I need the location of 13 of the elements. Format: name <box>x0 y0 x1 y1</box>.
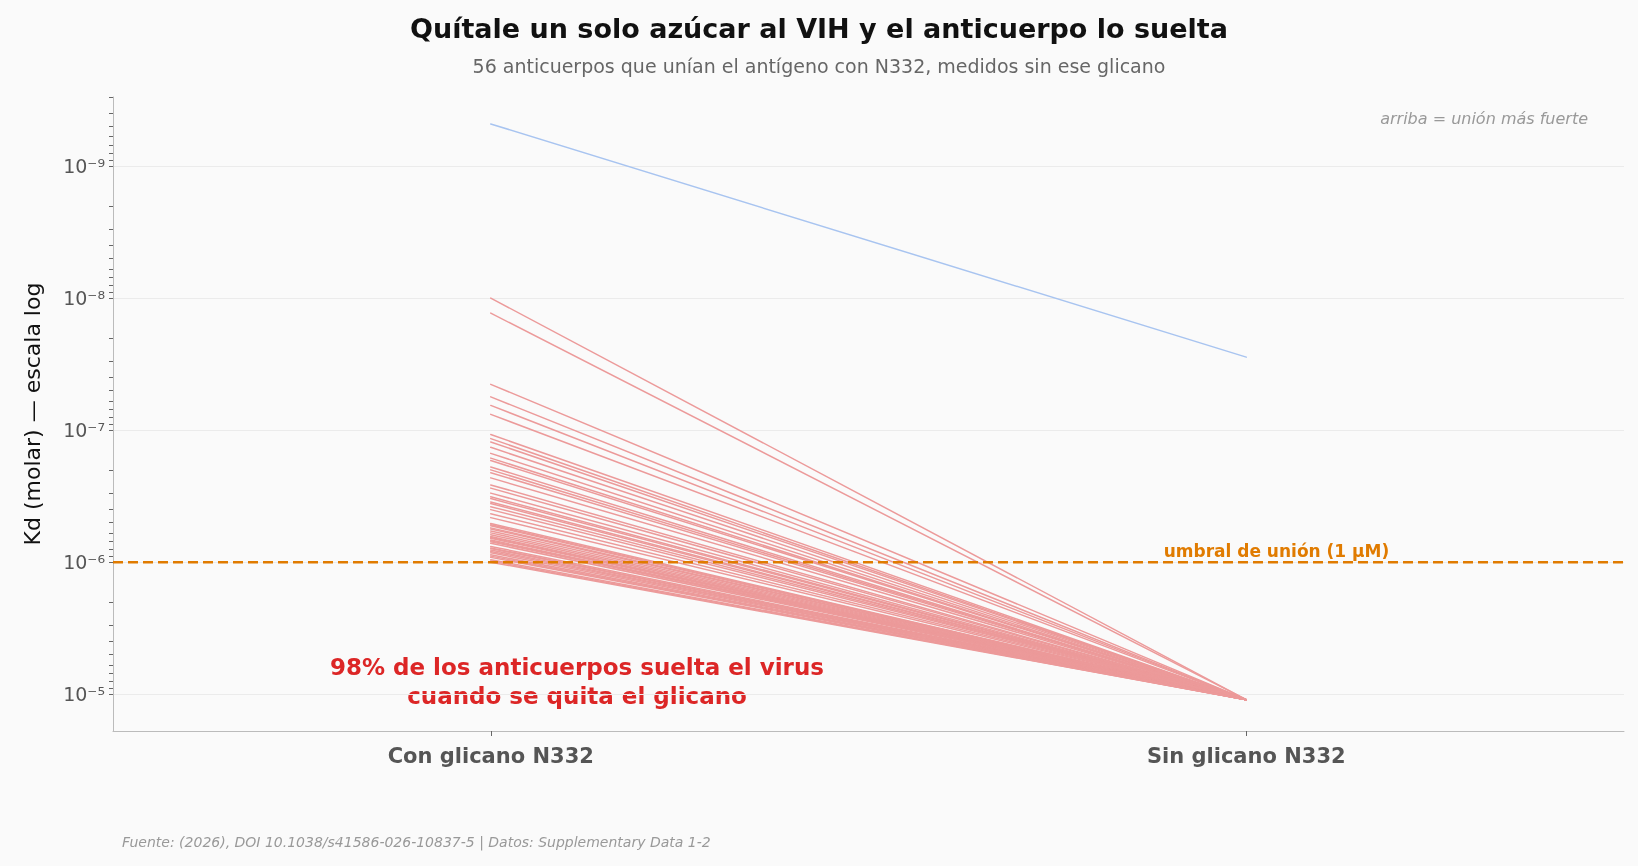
y-tick-label: 10⁻⁵ <box>63 683 105 706</box>
y-tick-label: 10⁻⁶ <box>63 551 105 574</box>
x-tick-label: Con glicano N332 <box>387 743 594 768</box>
chart-subtitle: 56 anticuerpos que unían el antígeno con N332, medidos sin ese glicano <box>472 54 1166 77</box>
y-axis-title: Kd (molar) — escala log <box>19 282 45 546</box>
y-tick-label: 10⁻⁷ <box>63 419 105 442</box>
chart-title: Quítale un solo azúcar al VIH y el anticuerpo lo suelta <box>410 13 1228 44</box>
y-tick-label: 10⁻⁸ <box>63 287 105 310</box>
x-tick-label: Sin glicano N332 <box>1146 743 1346 768</box>
source-note: Fuente: (2026), DOI 10.1038/s41586-026-10837-5 | Datos: Supplementary Data 1-2 <box>122 834 711 851</box>
ref-line-label: umbral de unión (1 μM) <box>1163 540 1390 561</box>
y-tick-label: 10⁻⁹ <box>63 155 105 178</box>
annotation: arriba = unión más fuerte <box>1380 108 1589 128</box>
